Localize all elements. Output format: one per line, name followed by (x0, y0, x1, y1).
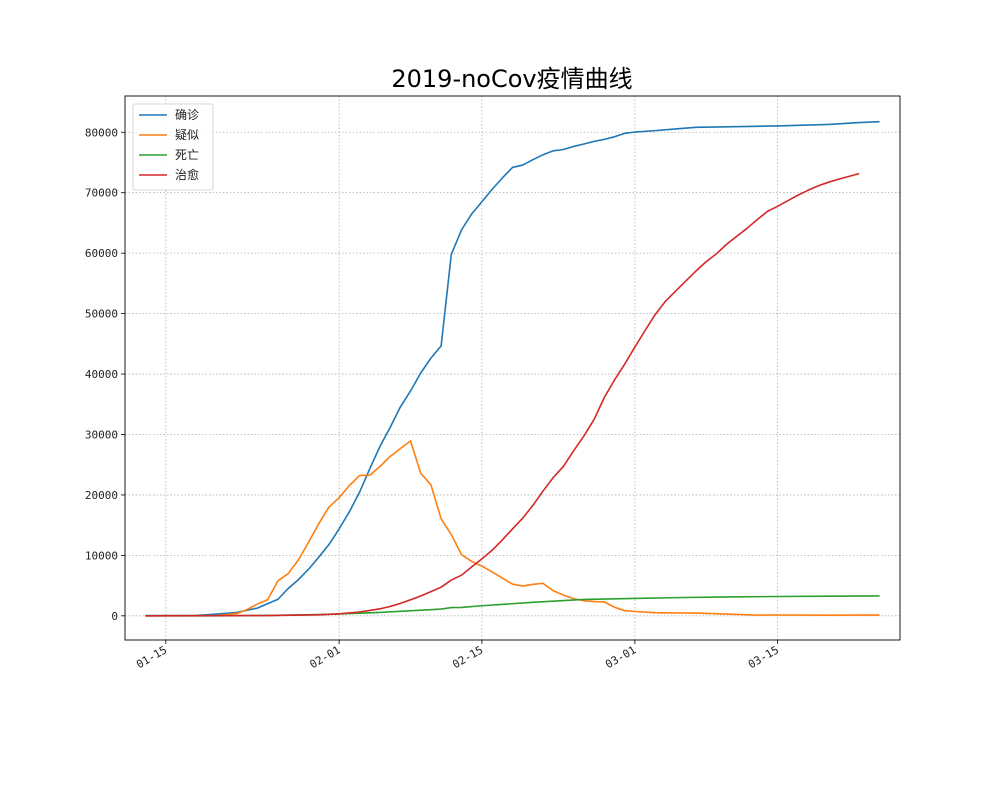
y-tick-label: 30000 (85, 428, 118, 441)
legend-label-0: 确诊 (175, 108, 199, 122)
series-line-1 (145, 440, 880, 617)
chart-title: 2019-noCov疫情曲线 (391, 65, 632, 93)
y-tick-label: 10000 (85, 549, 118, 562)
y-tick-label: 20000 (85, 489, 118, 502)
series-line-0 (145, 120, 880, 617)
series-line-3 (145, 172, 860, 617)
legend-label-3: 治愈 (175, 167, 199, 182)
y-tick-label: 50000 (85, 308, 118, 321)
y-tick-label: 70000 (85, 187, 118, 200)
y-tick-label: 60000 (85, 247, 118, 260)
y-tick-label: 0 (111, 610, 118, 623)
y-tick-label: 80000 (85, 126, 118, 139)
axes-frame (124, 95, 901, 641)
legend-box (132, 103, 214, 191)
legend-label-1: 疑似 (175, 127, 199, 142)
y-tick-label: 40000 (85, 368, 118, 381)
legend-label-2: 死亡 (175, 148, 199, 162)
